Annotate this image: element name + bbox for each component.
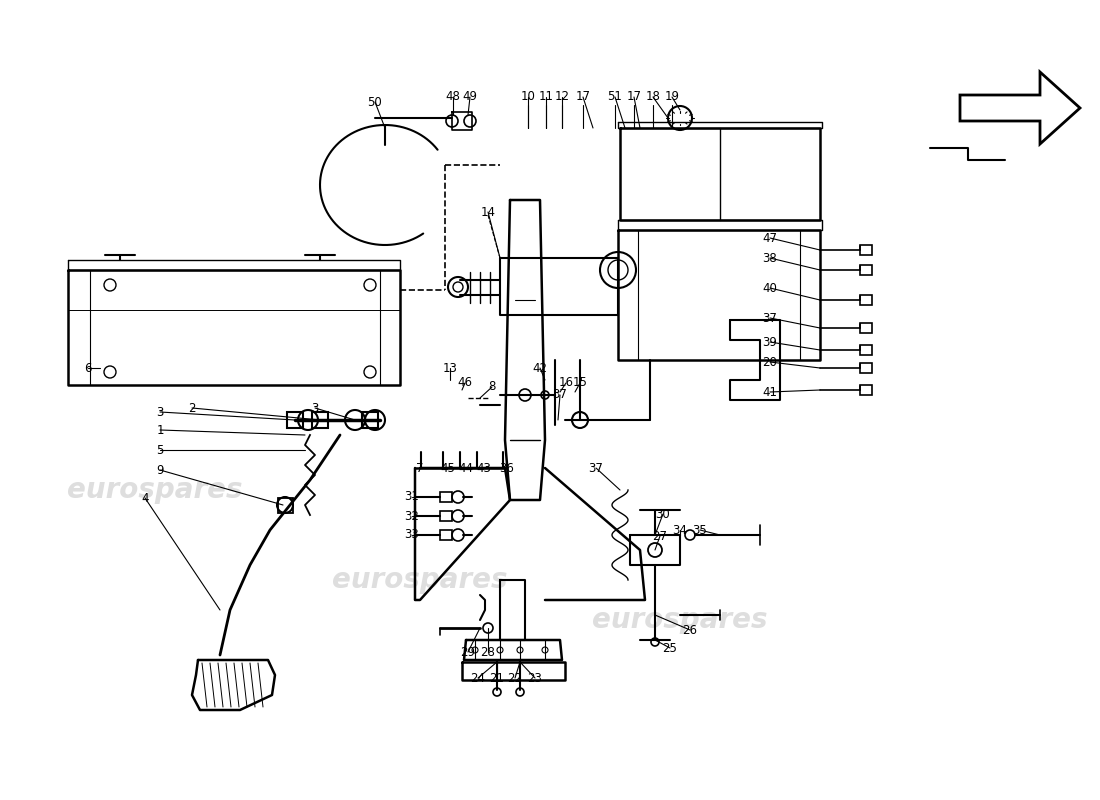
Text: 4: 4 [141,491,149,505]
Text: 17: 17 [627,90,641,103]
Text: 34: 34 [672,523,688,537]
Text: 5: 5 [156,443,164,457]
Text: 38: 38 [762,251,778,265]
Text: 3: 3 [156,406,164,418]
Bar [440,492,452,502]
Bar [860,345,872,355]
Text: 27: 27 [652,530,668,542]
Text: 48: 48 [446,90,461,103]
Text: 12: 12 [554,90,570,103]
Text: eurospares: eurospares [592,606,768,634]
Text: 7: 7 [416,462,424,474]
Text: 14: 14 [481,206,495,218]
Text: 47: 47 [762,231,778,245]
Text: 33: 33 [405,529,419,542]
Text: 36: 36 [499,462,515,474]
Text: 37: 37 [762,311,778,325]
Text: 2: 2 [188,402,196,414]
Bar [860,323,872,333]
Text: 32: 32 [405,510,419,522]
Text: 31: 31 [405,490,419,503]
Text: 49: 49 [462,90,477,103]
Text: 45: 45 [441,462,455,474]
Text: 19: 19 [664,90,680,103]
Text: 15: 15 [573,377,587,390]
Bar [860,363,872,373]
Text: 51: 51 [607,90,623,103]
Text: 43: 43 [476,462,492,474]
Text: 39: 39 [762,335,778,349]
Text: 13: 13 [442,362,458,374]
Text: 3: 3 [311,402,319,414]
Text: 37: 37 [588,462,604,474]
Text: 40: 40 [762,282,778,294]
Text: 42: 42 [532,362,548,374]
Text: 8: 8 [488,381,496,394]
Bar [860,385,872,395]
Text: 9: 9 [156,463,164,477]
Text: 29: 29 [461,646,475,658]
Text: 20: 20 [762,355,778,369]
Text: 11: 11 [539,90,553,103]
Text: 28: 28 [481,646,495,658]
Text: 37: 37 [552,389,568,402]
Bar [860,265,872,275]
Bar [860,245,872,255]
Text: 25: 25 [662,642,678,654]
Text: 46: 46 [458,377,473,390]
Bar [362,412,378,428]
Bar [440,511,452,521]
Text: 1: 1 [156,423,164,437]
Text: 21: 21 [490,671,505,685]
Text: 23: 23 [528,671,542,685]
Text: 35: 35 [693,523,707,537]
Text: 50: 50 [367,95,383,109]
Text: 44: 44 [459,462,473,474]
Bar [312,412,328,428]
Text: 30: 30 [656,507,670,521]
Bar [860,295,872,305]
Text: 17: 17 [575,90,591,103]
Text: 6: 6 [85,362,91,374]
Text: 18: 18 [646,90,660,103]
Text: 26: 26 [682,623,697,637]
Text: eurospares: eurospares [67,476,243,504]
Bar [287,412,303,428]
Text: 22: 22 [507,671,522,685]
Text: 24: 24 [471,671,485,685]
Bar [278,498,293,513]
Text: 41: 41 [762,386,778,398]
Text: 10: 10 [520,90,536,103]
Bar [440,530,452,540]
Text: eurospares: eurospares [332,566,508,594]
Text: 16: 16 [559,377,573,390]
